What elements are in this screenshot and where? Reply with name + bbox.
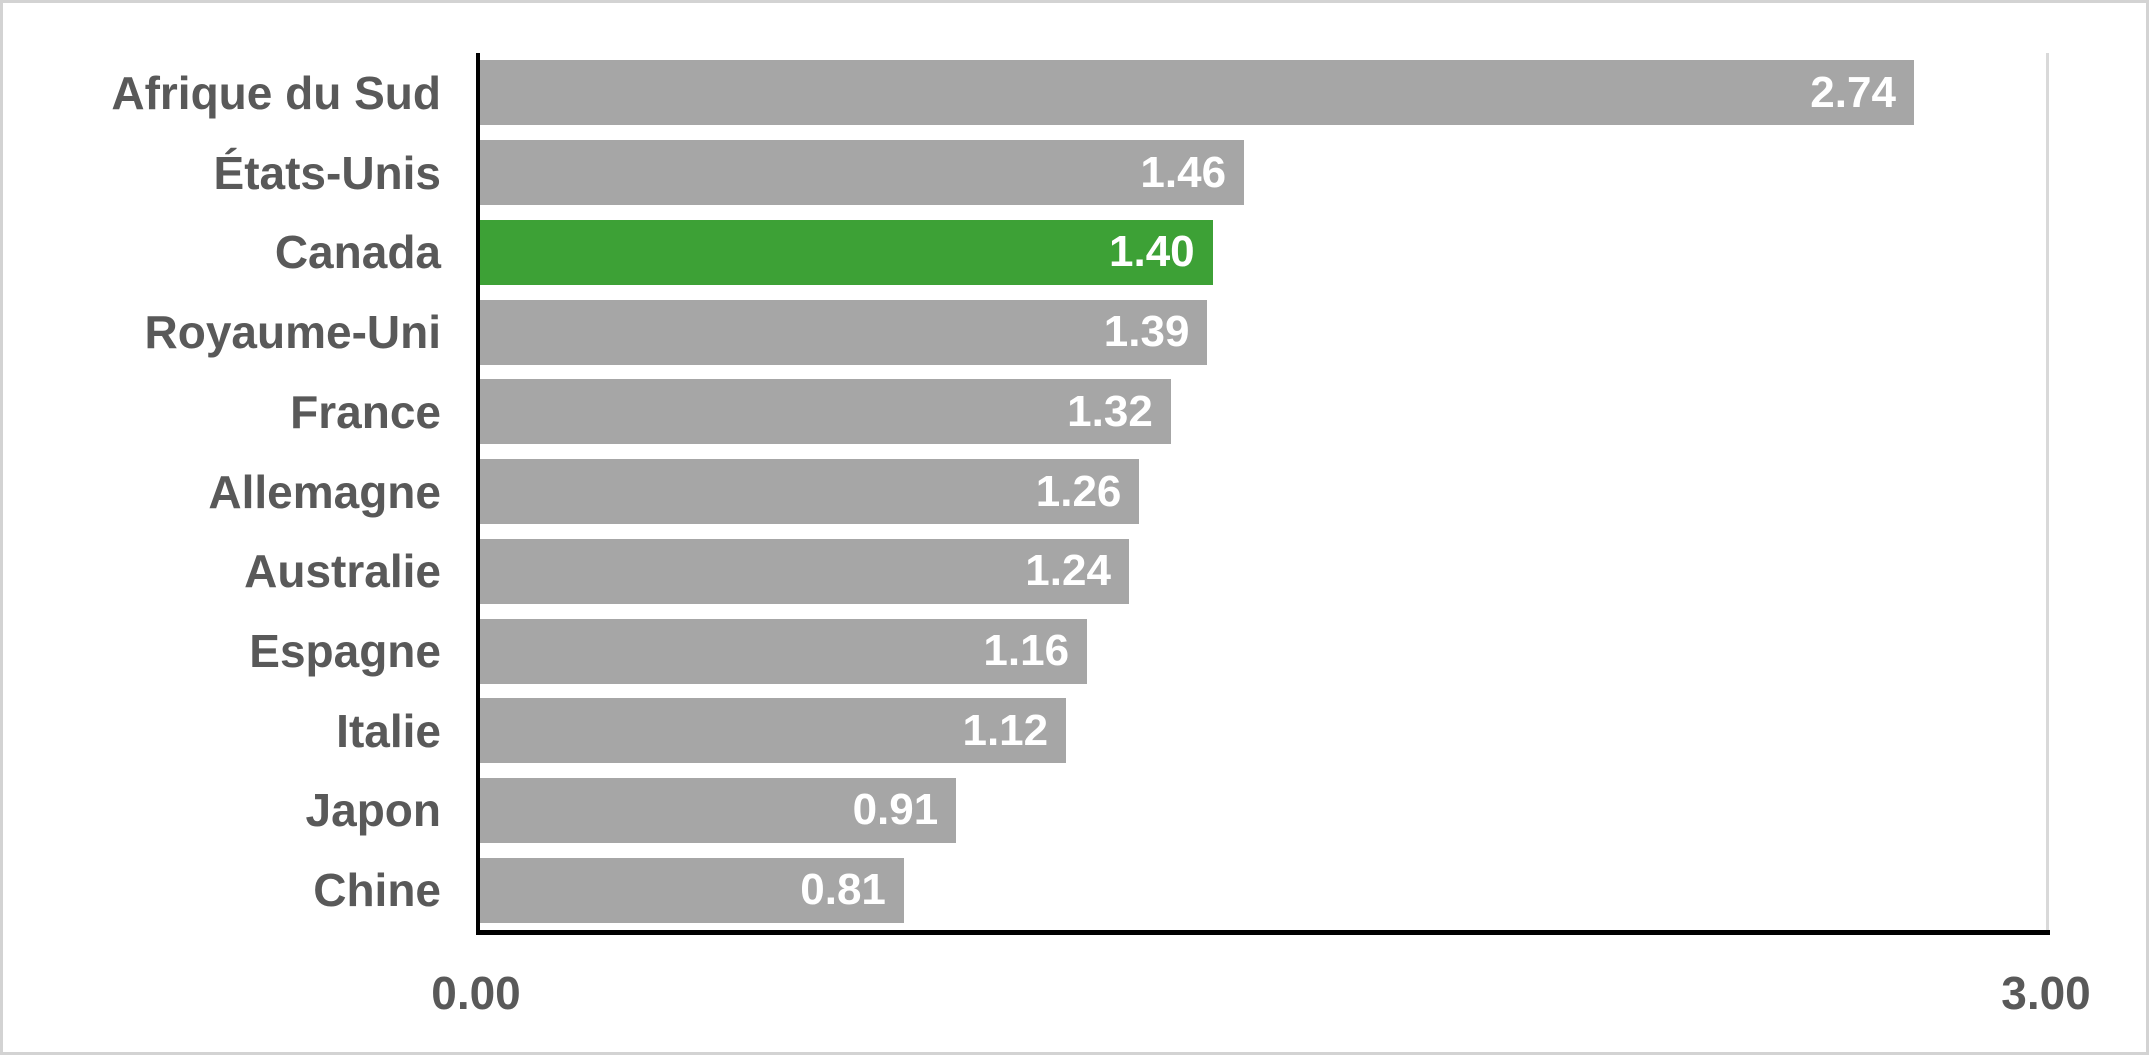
bar-value-label-allemagne: 1.26: [1035, 466, 1122, 516]
category-label-etats-unis: États-Unis: [213, 146, 441, 199]
bar-value-label-canada: 1.40: [1109, 227, 1195, 277]
category-label-allemagne: Allemagne: [208, 465, 441, 518]
bar-australie: 1.24: [480, 538, 1129, 604]
bar-value-label-italie: 1.12: [962, 705, 1049, 755]
bar-row-canada: 1.40: [480, 212, 2050, 292]
bar-row-france: 1.32: [480, 372, 2050, 452]
bar-value-label-japon: 0.91: [852, 785, 939, 835]
category-label-espagne: Espagne: [249, 625, 441, 677]
bar-value-label-etats-unis: 1.46: [1140, 147, 1227, 197]
bar-france: 1.32: [480, 379, 1171, 445]
bar-row-afrique-du-sud: 2.74: [480, 53, 2050, 133]
x-axis-tick-max: 3.00: [2001, 967, 2091, 1019]
bar-row-etats-unis: 1.46: [480, 133, 2050, 213]
category-label-japon: Japon: [305, 784, 441, 837]
category-label-canada: Canada: [274, 226, 441, 279]
category-label-royaume-uni: Royaume-Uni: [144, 306, 441, 359]
bar-espagne: 1.16: [480, 618, 1088, 684]
gridline-3-00: [2046, 53, 2049, 930]
category-labels: Afrique du Sud États-Unis Canada Royaume-Un…: [3, 53, 476, 930]
category-label-chine: Chine: [313, 864, 441, 917]
bar-value-label-royaume-uni: 1.39: [1103, 307, 1190, 357]
bar-row-chine: 0.81: [480, 850, 2050, 930]
plot-area: 2.74 1.46 1.40 1.39 1.32 1.26 1.24 1.16 1.12 0.91…: [476, 53, 2050, 935]
bar-highlighted-canada: 1.40: [480, 219, 1213, 285]
bar-value-label-australie: 1.24: [1025, 546, 1111, 596]
bar-value-label-espagne: 1.16: [983, 626, 1070, 675]
bar-row-japon: 0.91: [480, 771, 2050, 851]
bar-chine: 0.81: [480, 857, 904, 923]
bar-royaume-uni: 1.39: [480, 299, 1208, 365]
bar-row-royaume-uni: 1.39: [480, 292, 2050, 372]
bar-italie: 1.12: [480, 698, 1067, 764]
bar-etats-unis: 1.46: [480, 140, 1245, 206]
bar-japon: 0.91: [480, 777, 957, 843]
x-axis-tick-min: 0.00: [431, 967, 521, 1019]
bar-row-espagne: 1.16: [480, 611, 2050, 691]
bar-row-australie: 1.24: [480, 531, 2050, 611]
category-label-afrique-du-sud: Afrique du Sud: [111, 66, 441, 119]
bar-value-label-chine: 0.81: [800, 865, 886, 915]
category-label-france: France: [290, 385, 441, 438]
bar-value-label-afrique-du-sud: 2.74: [1810, 67, 1896, 117]
bar-allemagne: 1.26: [480, 459, 1140, 525]
bar-row-allemagne: 1.26: [480, 452, 2050, 532]
bar-value-label-france: 1.32: [1067, 386, 1153, 436]
category-label-australie: Australie: [244, 545, 441, 598]
bar-afrique-du-sud: 2.74: [480, 60, 1914, 126]
bar-row-italie: 1.12: [480, 691, 2050, 771]
category-label-italie: Italie: [336, 704, 441, 757]
